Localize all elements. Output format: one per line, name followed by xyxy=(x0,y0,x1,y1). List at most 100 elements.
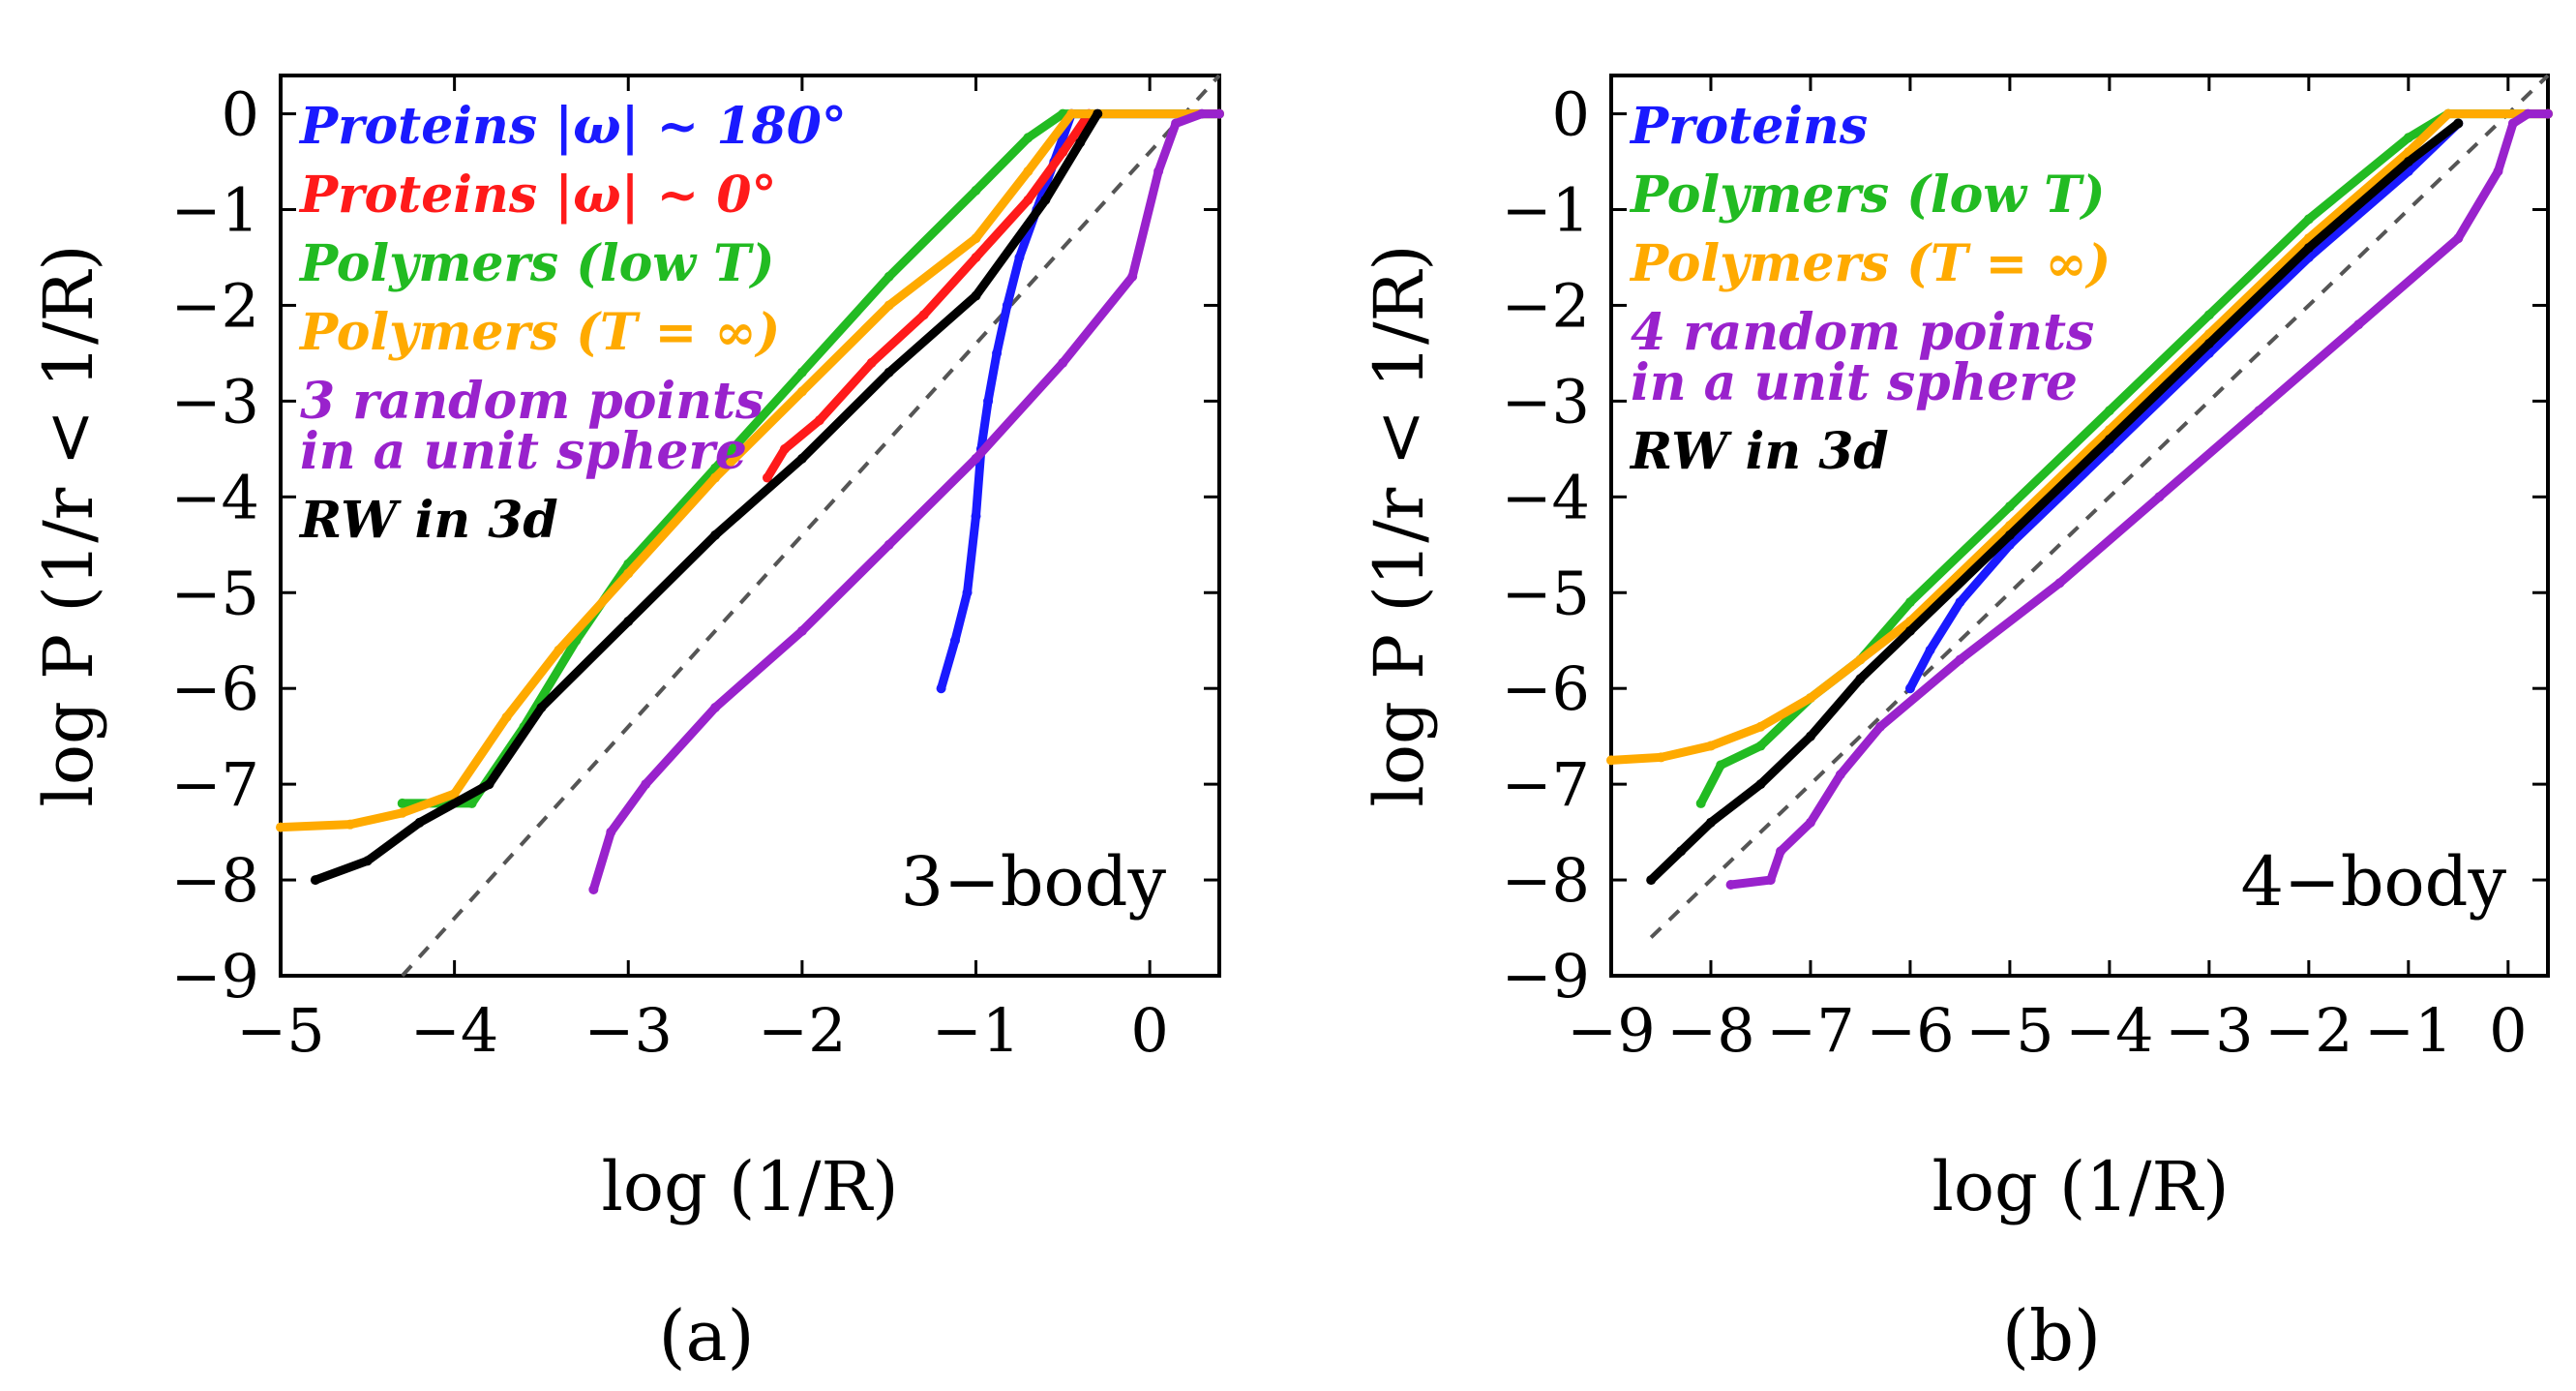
data-point xyxy=(1705,817,1716,828)
data-point xyxy=(796,367,807,378)
data-point xyxy=(2403,133,2413,143)
data-point xyxy=(983,396,994,407)
series-line-3 xyxy=(276,109,1224,832)
data-point xyxy=(1058,357,1068,368)
data-point xyxy=(1904,625,1915,636)
data-point xyxy=(2203,310,2214,320)
x-tick-labels-b: −9 −8 −7 −6 −5 −4 −3 −2 −1 0 xyxy=(1567,995,2527,1066)
y-tick-label: −6 xyxy=(1502,653,1590,724)
data-point xyxy=(884,367,894,378)
data-point xyxy=(344,819,355,830)
data-point xyxy=(1606,755,1616,766)
legend-entry-0: Proteins xyxy=(1629,97,1868,156)
y-tick-label: −6 xyxy=(171,653,259,724)
y-tick-label: −9 xyxy=(1502,941,1590,1012)
annotation-b: 4−body xyxy=(2241,842,2507,922)
data-point xyxy=(1066,108,1077,119)
panel-b: −9 −8 −7 −6 −5 −4 −3 −2 −1 0 0−1−2−3−4−5−6−7−8−9 … xyxy=(1360,74,2553,1376)
data-point xyxy=(1755,721,1766,732)
data-point xyxy=(1023,133,1033,143)
x-tick-label: −2 xyxy=(2264,995,2352,1066)
panel-label-a: (a) xyxy=(658,1295,754,1376)
data-point xyxy=(1875,721,1886,732)
y-tick-label: −8 xyxy=(1502,845,1590,916)
data-point xyxy=(971,252,981,262)
data-point xyxy=(884,539,894,550)
data-point xyxy=(2203,339,2214,349)
series-line-1 xyxy=(763,109,1093,483)
data-point xyxy=(962,588,973,598)
data-point xyxy=(971,290,981,301)
data-point xyxy=(971,185,981,196)
x-tick-label: −5 xyxy=(236,995,324,1066)
data-point xyxy=(536,702,547,712)
x-axis-label-b: log (1/R) xyxy=(1932,1147,2229,1226)
data-point xyxy=(1725,880,1736,891)
data-point xyxy=(2443,108,2454,119)
data-point xyxy=(397,807,407,818)
x-tick-label: −3 xyxy=(2165,995,2253,1066)
data-point xyxy=(1705,741,1716,751)
data-point xyxy=(484,779,494,790)
data-point xyxy=(762,472,772,483)
x-tick-label: −5 xyxy=(1965,995,2053,1066)
data-point xyxy=(606,827,616,837)
legend-entry-2: Polymers (low T) xyxy=(298,234,774,293)
series-group-a xyxy=(276,108,1224,894)
legend-entry-3-cont: in a unit sphere xyxy=(1631,353,2078,412)
data-point xyxy=(2303,243,2314,254)
x-tick-label: −3 xyxy=(584,995,673,1066)
data-point xyxy=(1835,770,1845,780)
x-tick-label: −9 xyxy=(1567,995,1655,1066)
x-tick-label: −7 xyxy=(1766,995,1854,1066)
y-tick-label: −2 xyxy=(171,270,259,341)
y-tick-label: −1 xyxy=(1502,175,1590,246)
data-point xyxy=(2453,118,2464,129)
data-point xyxy=(992,348,1003,358)
data-point xyxy=(397,798,407,808)
y-axis-label-a: log P (1/r < 1/R) xyxy=(29,244,108,806)
data-point xyxy=(2104,406,2114,416)
data-point xyxy=(1855,674,1866,684)
legend-entry-4: 3 random points xyxy=(300,372,764,431)
y-tick-label: −5 xyxy=(1502,558,1590,628)
data-point xyxy=(2453,233,2464,244)
data-point xyxy=(1014,252,1025,262)
data-point xyxy=(2154,492,2165,502)
data-point xyxy=(2493,166,2503,176)
data-point xyxy=(2004,501,2015,512)
data-point xyxy=(1904,597,1915,608)
reference-line-a xyxy=(401,74,1221,978)
data-point xyxy=(2303,214,2314,225)
data-point xyxy=(362,856,373,866)
series-group-b xyxy=(1606,108,2553,891)
data-point xyxy=(2403,157,2413,167)
data-point xyxy=(1805,817,1815,828)
y-tick-label: −9 xyxy=(171,941,259,1012)
data-point xyxy=(1755,779,1766,790)
panel-label-b: (b) xyxy=(2002,1295,2101,1376)
data-point xyxy=(1656,752,1666,763)
y-tick-labels-a: 0 −1 −2 −3 −4 −5 −6 −7 −8 −9 xyxy=(171,79,259,1012)
data-point xyxy=(1676,846,1687,857)
data-point xyxy=(2004,529,2015,540)
data-point xyxy=(1904,683,1915,694)
data-point xyxy=(1093,108,1103,119)
annotation-a: 3−body xyxy=(901,842,1167,922)
data-point xyxy=(1023,195,1033,205)
y-tick-label: −5 xyxy=(171,558,259,628)
data-point xyxy=(1040,195,1051,205)
y-tick-label: −7 xyxy=(1502,749,1590,820)
data-point xyxy=(814,415,824,426)
data-point xyxy=(1075,137,1086,148)
plot-frame-a xyxy=(279,74,1221,978)
data-point xyxy=(276,822,285,832)
legend-a: Proteins |ω| ~ 180° Proteins |ω| ~ 0° Poly… xyxy=(298,97,847,550)
x-tick-label: 0 xyxy=(2489,995,2527,1066)
series-line-3 xyxy=(1726,109,2553,890)
x-tick-label: −1 xyxy=(932,995,1020,1066)
legend-entry-3: 4 random points xyxy=(1631,303,2094,362)
data-point xyxy=(2254,406,2264,416)
data-point xyxy=(971,511,981,522)
y-axis-label-b: log P (1/r < 1/R) xyxy=(1360,244,1439,806)
